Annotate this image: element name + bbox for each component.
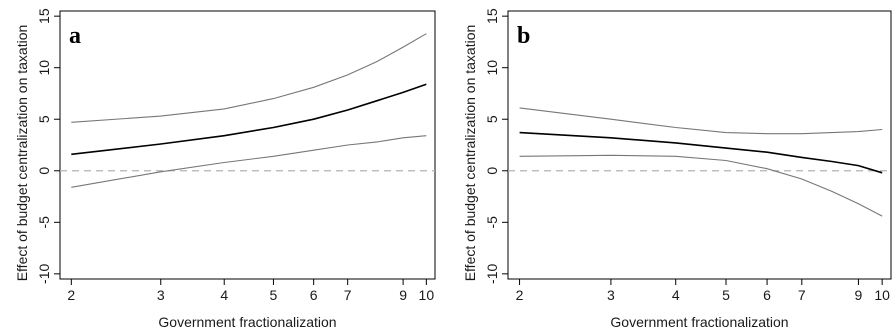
x-tick-label: 9 bbox=[855, 287, 863, 303]
y-tick-label: 5 bbox=[484, 115, 500, 123]
x-tick-label: 2 bbox=[67, 287, 75, 303]
y-tick-label: 0 bbox=[484, 167, 500, 175]
series-line-lower-bound bbox=[71, 135, 427, 188]
chart-panel-b: 2 3 4 5 6 7 9 10 -10 -5 0 5 10 15 b Government fraction… bbox=[462, 8, 892, 330]
panel-label: a bbox=[69, 23, 81, 49]
x-tick-label: 10 bbox=[874, 287, 890, 303]
x-tick-label: 7 bbox=[344, 287, 352, 303]
y-tick-label: -10 bbox=[484, 264, 500, 284]
series-line-upper-bound bbox=[519, 107, 883, 135]
y-tick-label: -5 bbox=[484, 216, 500, 229]
x-tick-label: 5 bbox=[722, 287, 730, 303]
y-tick-label: 5 bbox=[36, 115, 52, 123]
x-tick-label: 4 bbox=[672, 287, 680, 303]
y-tick-label: -10 bbox=[36, 264, 52, 284]
x-tick-label: 6 bbox=[310, 287, 318, 303]
y-axis-title: Effect of budget centralization on taxat… bbox=[14, 25, 30, 282]
y-tick-label: 0 bbox=[36, 167, 52, 175]
x-tick-label: 7 bbox=[798, 287, 806, 303]
y-tick-label: 15 bbox=[484, 8, 500, 24]
series-line-estimate bbox=[519, 131, 883, 174]
x-axis-title: Government fractionalization bbox=[610, 314, 788, 330]
y-tick-label: -5 bbox=[36, 216, 52, 229]
x-tick-label: 3 bbox=[607, 287, 615, 303]
chart-panel-a: 2 3 4 5 6 7 9 10 -10 -5 0 5 10 15 a Government fraction… bbox=[14, 8, 436, 330]
y-tick-label: 10 bbox=[36, 60, 52, 76]
series-line-estimate bbox=[71, 83, 427, 156]
x-tick-label: 5 bbox=[270, 287, 278, 303]
plot-frame bbox=[59, 10, 436, 280]
panel-label: b bbox=[517, 23, 530, 49]
y-tick-label: 10 bbox=[484, 60, 500, 76]
y-tick-label: 15 bbox=[36, 8, 52, 24]
x-tick-label: 3 bbox=[157, 287, 165, 303]
x-tick-label: 2 bbox=[516, 287, 524, 303]
x-tick-label: 6 bbox=[763, 287, 771, 303]
y-axis-title: Effect of budget centralization on taxat… bbox=[462, 25, 478, 282]
x-axis-title: Government fractionalization bbox=[158, 314, 336, 330]
x-tick-label: 10 bbox=[419, 287, 435, 303]
x-tick-label: 4 bbox=[220, 287, 228, 303]
x-tick-label: 9 bbox=[399, 287, 407, 303]
series-line-upper-bound bbox=[71, 33, 427, 123]
series-line-lower-bound bbox=[519, 154, 883, 217]
